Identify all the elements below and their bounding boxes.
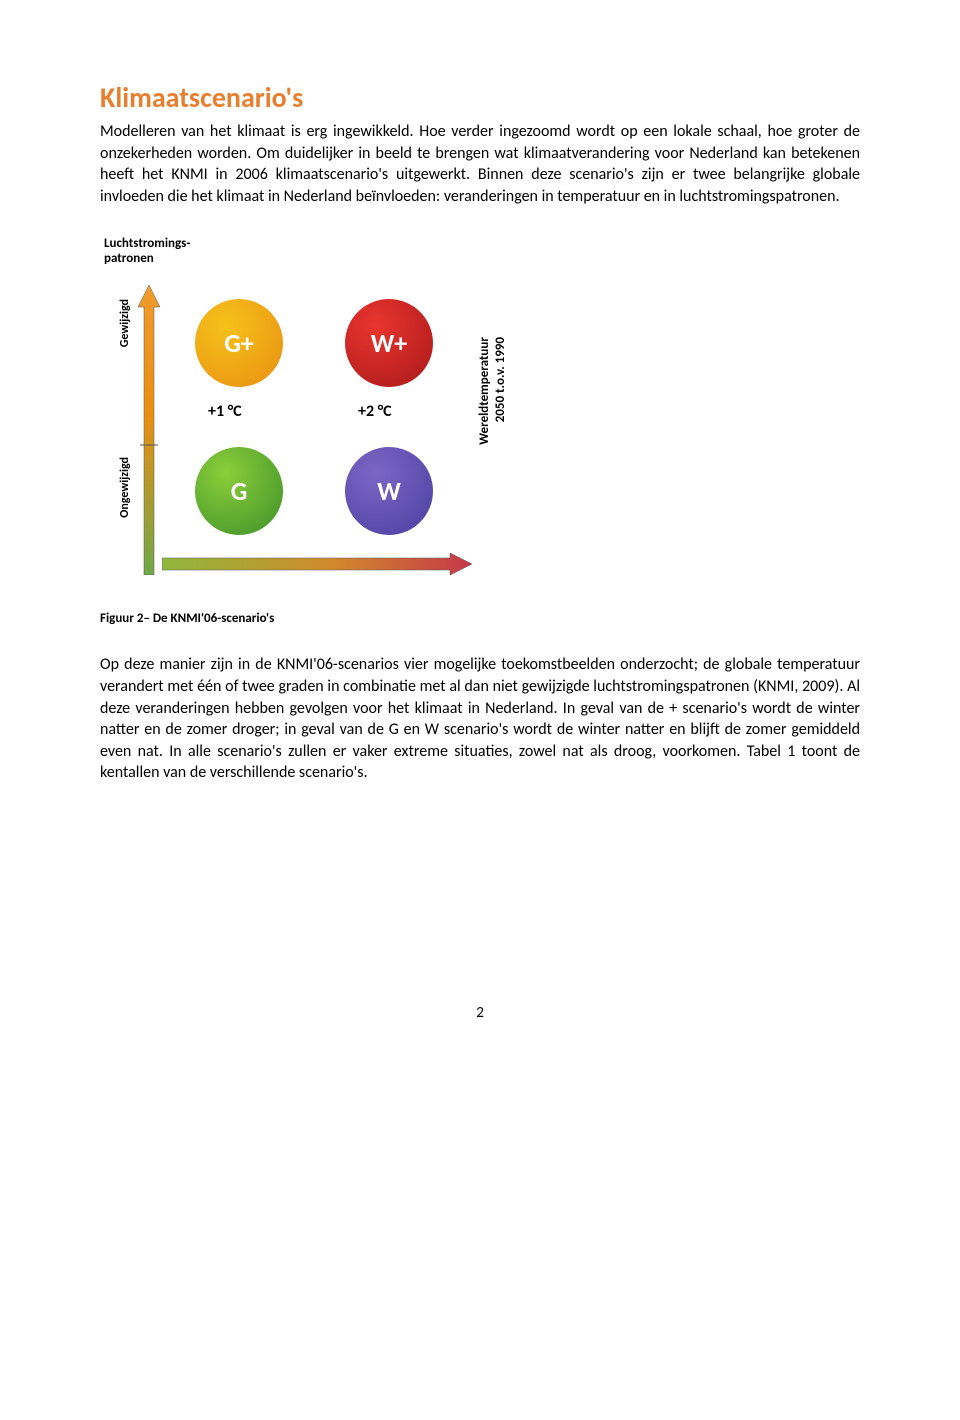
x-axis-label-right: +2 °C (358, 402, 392, 421)
y-axis-title-line1: Luchtstromings- (104, 236, 190, 251)
body-paragraph-2: Op deze manier zijn in de KNMI'06-scenar… (100, 654, 860, 784)
figure-2: Luchtstromings- patronen Gewijzigd Ongew… (100, 237, 860, 597)
y-axis-arrow-icon (138, 285, 160, 575)
x-axis-label-left: +1 °C (208, 402, 242, 421)
page-number: 2 (100, 1004, 860, 1022)
document-page: Klimaatscenario's Modelleren van het kli… (0, 0, 960, 1082)
scenario-node-g-plus: G+ (195, 299, 283, 387)
scenario-label: W (377, 475, 401, 507)
y-axis-label-bottom: Ongewijzigd (118, 457, 132, 518)
intro-paragraph: Modelleren van het klimaat is erg ingewi… (100, 121, 860, 207)
y-axis-title: Luchtstromings- patronen (104, 237, 190, 266)
y-axis-label-top: Gewijzigd (118, 299, 132, 347)
right-axis-line1: Wereldtemperatuur (477, 337, 492, 445)
scenario-node-g: G (195, 447, 283, 535)
y-axis-title-line2: patronen (104, 251, 154, 266)
scenario-node-w: W (345, 447, 433, 535)
scenario-node-w-plus: W+ (345, 299, 433, 387)
scenario-label: W+ (371, 327, 408, 359)
x-axis-arrow-icon (162, 553, 472, 575)
section-heading: Klimaatscenario's (100, 80, 860, 115)
figure-caption: Figuur 2– De KNMI'06-scenario's (100, 611, 860, 626)
right-axis-line2: 2050 t.o.v. 1990 (493, 337, 508, 422)
scenario-label: G+ (224, 327, 254, 359)
scenario-label: G (231, 475, 248, 507)
